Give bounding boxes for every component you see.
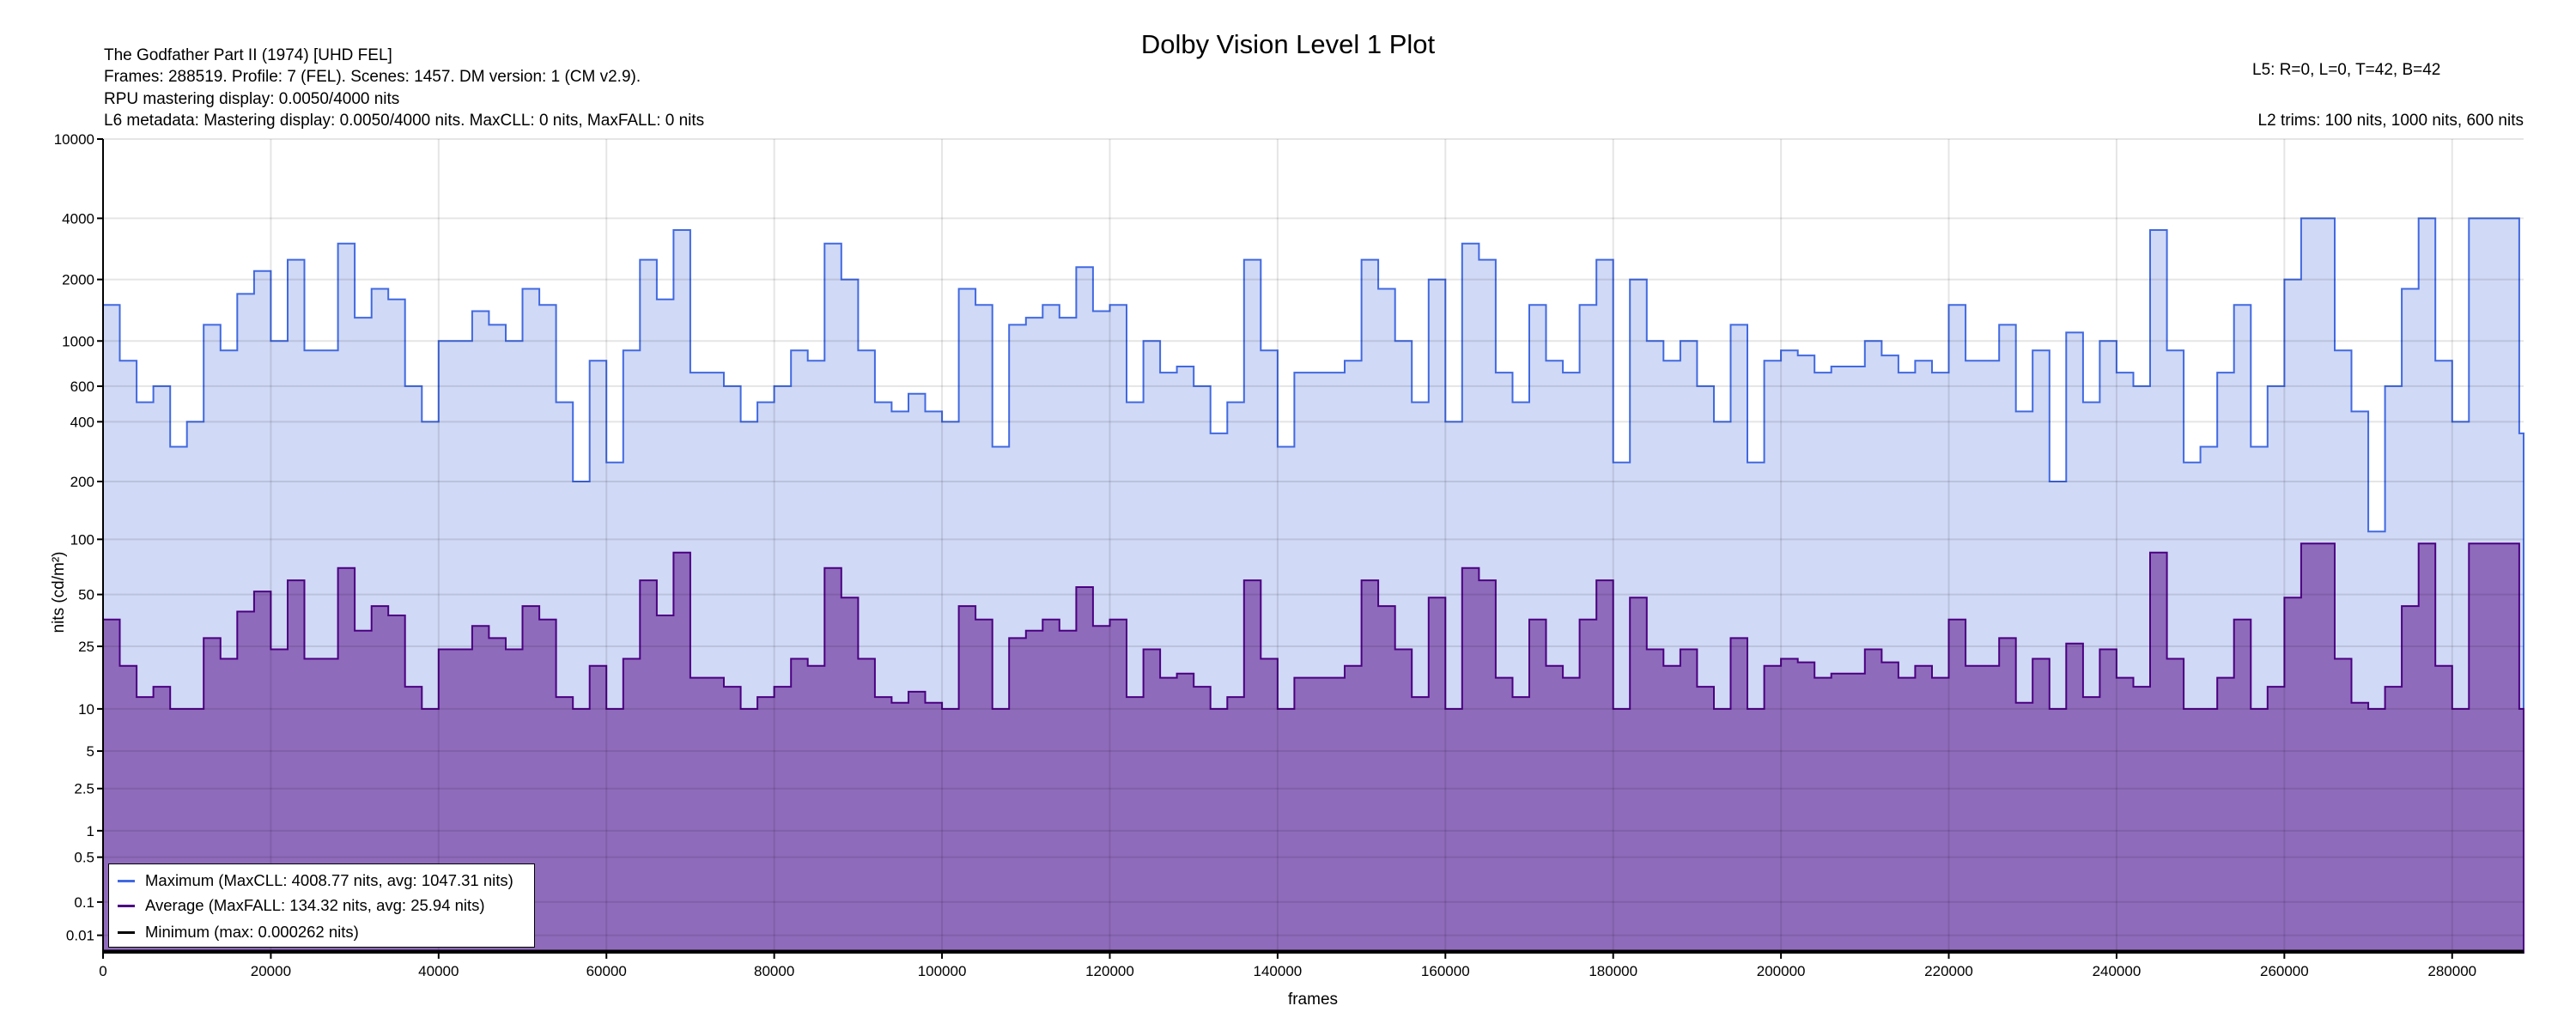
y-tick-label: 1000 (62, 333, 94, 349)
x-tick-label: 0 (99, 963, 106, 979)
legend-item-minimum[interactable]: Minimum (max: 0.000262 nits) (118, 923, 359, 942)
info-line-title: The Godfather Part II (1974) [UHD FEL] (104, 46, 392, 64)
y-tick-label: 100 (70, 531, 94, 548)
x-tick-label: 160000 (1421, 963, 1470, 979)
x-tick-label: 280000 (2427, 963, 2476, 979)
info-line-frames: Frames: 288519. Profile: 7 (FEL). Scenes… (104, 68, 641, 86)
x-tick-label: 40000 (418, 963, 459, 979)
series-average-area (102, 542, 2524, 954)
x-tick-label: 100000 (918, 963, 967, 979)
l2-info: L2 trims: 100 nits, 1000 nits, 600 nits (2257, 112, 2524, 130)
y-tick-label: 400 (70, 414, 94, 430)
legend-swatch-minimum (118, 930, 135, 934)
y-tick-label: 0.1 (74, 894, 94, 911)
x-tick-label: 60000 (586, 963, 627, 979)
legend-label-average: Average (MaxFALL: 134.32 nits, avg: 25.9… (145, 896, 485, 914)
info-line-rpu: RPU mastering display: 0.0050/4000 nits (104, 90, 400, 108)
legend-item-average[interactable]: Average (MaxFALL: 134.32 nits, avg: 25.9… (118, 896, 485, 915)
y-tick-label: 1 (87, 823, 94, 839)
x-tick-label: 260000 (2260, 963, 2309, 979)
y-tick-label: 2000 (62, 272, 94, 288)
y-tick-label: 50 (78, 587, 94, 603)
legend-swatch-maximum (118, 879, 135, 882)
y-tick-label: 600 (70, 379, 94, 395)
y-tick-label: 0.01 (66, 928, 94, 944)
y-tick-label: 25 (78, 639, 94, 655)
y-tick-label: 2.5 (74, 781, 94, 797)
x-tick-label: 120000 (1085, 963, 1134, 979)
l5-info: L5: R=0, L=0, T=42, B=42 (2252, 61, 2441, 79)
y-tick-label: 200 (70, 474, 94, 490)
legend-label-maximum: Maximum (MaxCLL: 4008.77 nits, avg: 1047… (145, 871, 513, 889)
info-line-l6: L6 metadata: Mastering display: 0.0050/4… (104, 112, 705, 130)
y-tick-label: 5 (87, 743, 94, 760)
y-tick-label: 4000 (62, 210, 94, 227)
x-tick-label: 200000 (1757, 963, 1806, 979)
x-axis-label: frames (1288, 991, 1338, 1009)
y-tick-label: 10 (78, 701, 94, 718)
legend: Maximum (MaxCLL: 4008.77 nits, avg: 1047… (108, 863, 535, 948)
y-axis-label: nits (cd/m²) (50, 552, 68, 633)
x-tick-label: 180000 (1589, 963, 1637, 979)
legend-item-maximum[interactable]: Maximum (MaxCLL: 4008.77 nits, avg: 1047… (118, 871, 513, 890)
x-tick-label: 240000 (2093, 963, 2142, 979)
legend-label-minimum: Minimum (max: 0.000262 nits) (145, 923, 359, 941)
legend-swatch-average (118, 904, 135, 907)
x-tick-label: 20000 (251, 963, 291, 979)
y-tick-label: 0.5 (74, 850, 94, 866)
x-tick-label: 140000 (1254, 963, 1303, 979)
x-tick-label: 220000 (1924, 963, 1973, 979)
x-tick-label: 80000 (754, 963, 794, 979)
chart-title: Dolby Vision Level 1 Plot (1140, 29, 1436, 59)
y-tick-label: 10000 (54, 131, 94, 148)
